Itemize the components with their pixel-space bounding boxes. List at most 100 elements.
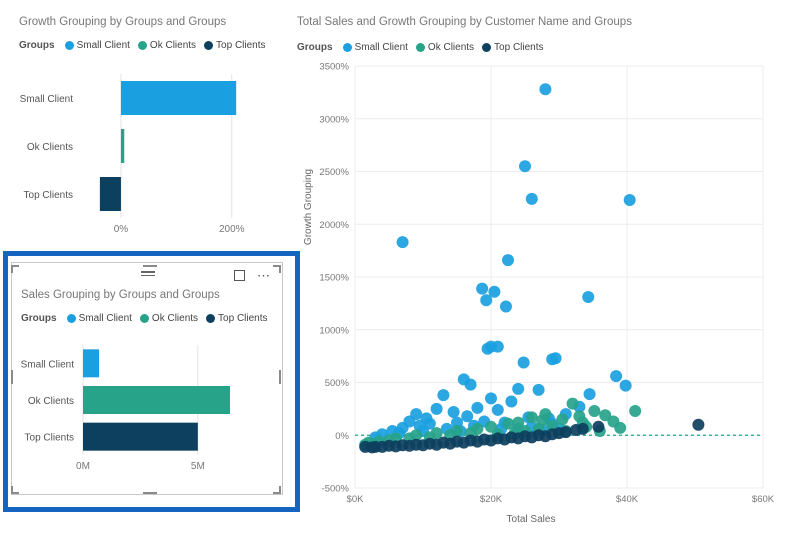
- point-small-client: [488, 285, 501, 298]
- point-small-client: [546, 353, 559, 366]
- resize-handle-corner-br-v[interactable]: [279, 486, 281, 494]
- x-tick-label: $40K: [616, 494, 639, 505]
- legend-item-small[interactable]: Small Client: [342, 42, 408, 53]
- resize-handle-corner-tr[interactable]: [273, 265, 281, 267]
- resize-handle-corner-tl-v[interactable]: [11, 265, 13, 273]
- resize-handle-right[interactable]: [279, 370, 281, 384]
- legend-item-small[interactable]: Small Client: [64, 40, 130, 51]
- legend-dot: [204, 41, 214, 50]
- point-ok-clients: [599, 409, 612, 422]
- sales-bar-chart[interactable]: 0M 5M Small Client Ok Clients Top Clients: [12, 335, 277, 490]
- resize-handle-corner-bl[interactable]: [11, 492, 19, 494]
- point-small-client: [532, 383, 545, 396]
- point-small-client: [437, 389, 450, 402]
- y-tick-label: 0%: [335, 431, 349, 442]
- legend-dot: [137, 41, 147, 50]
- bar-ok-clients: [83, 386, 230, 414]
- point-top-clients: [376, 440, 389, 453]
- point-small-client: [499, 300, 512, 313]
- legend-item-top[interactable]: Top Clients: [206, 313, 268, 324]
- resize-handle-corner-tr-v[interactable]: [279, 265, 281, 273]
- point-small-client: [619, 379, 632, 392]
- growth-chart-title: Growth Grouping by Groups and Groups: [19, 16, 227, 28]
- x-tick-label: 0M: [76, 461, 90, 472]
- point-ok-clients: [536, 414, 548, 427]
- category-label: Small Client: [21, 359, 75, 370]
- bar-small-client: [83, 349, 100, 378]
- focus-selection-frame: [3, 251, 300, 512]
- legend-item-ok[interactable]: Ok Clients: [415, 42, 474, 53]
- point-small-client: [471, 401, 484, 414]
- bar-ok-clients: [120, 129, 125, 163]
- category-label: Ok Clients: [27, 142, 73, 153]
- scatter-chart-legend: Groups Small Client Ok Clients Top Clien…: [297, 42, 552, 53]
- point-top-clients: [457, 436, 470, 449]
- sales-chart-legend: Groups Small Client Ok Clients Top Clien…: [21, 313, 276, 324]
- legend-title: Groups: [297, 42, 333, 53]
- y-tick-label: 2500%: [319, 167, 349, 178]
- y-tick-label: 3000%: [319, 114, 349, 125]
- point-top-clients: [498, 433, 511, 446]
- resize-handle-corner-bl-v[interactable]: [11, 486, 13, 494]
- focus-mode-icon[interactable]: [234, 270, 245, 281]
- point-small-client: [623, 193, 636, 206]
- point-top-clients: [485, 434, 497, 447]
- point-top-clients: [403, 439, 416, 452]
- point-top-clients: [366, 441, 378, 454]
- point-small-client: [396, 236, 409, 249]
- point-small-client: [583, 388, 596, 401]
- legend-item-ok[interactable]: Ok Clients: [139, 313, 198, 324]
- point-small-client: [491, 403, 504, 416]
- point-small-client: [491, 340, 504, 353]
- legend-dot: [206, 314, 216, 323]
- point-small-client: [512, 382, 525, 395]
- y-tick-label: -500%: [322, 484, 350, 495]
- scatter-chart[interactable]: -500% 0% 500% 1000% 1500% 2000% 2500% 3000% 3500…: [295, 58, 795, 528]
- sales-chart-title: Sales Grouping by Groups and Groups: [21, 289, 220, 301]
- point-ok-clients: [614, 421, 627, 434]
- point-ok-clients: [525, 411, 538, 424]
- y-axis-title: Growth Grouping: [303, 169, 314, 245]
- sales-visual-container[interactable]: [11, 262, 283, 495]
- resize-handle-left[interactable]: [11, 370, 13, 384]
- point-small-client: [485, 392, 497, 405]
- resize-handle-bottom[interactable]: [143, 492, 157, 494]
- y-tick-label: 1000%: [319, 325, 349, 336]
- y-tick-label: 2000%: [319, 220, 349, 231]
- point-small-client: [519, 160, 531, 173]
- category-label: Top Clients: [25, 433, 74, 444]
- x-tick-label: 200%: [219, 224, 245, 235]
- more-options-icon[interactable]: ⋯: [257, 268, 271, 283]
- resize-handle-corner-tl[interactable]: [11, 265, 19, 267]
- legend-item-small[interactable]: Small Client: [66, 313, 132, 324]
- legend-dot: [415, 43, 425, 52]
- point-top-clients: [417, 439, 429, 452]
- category-label: Top Clients: [24, 190, 73, 201]
- x-tick-label: $60K: [752, 494, 775, 505]
- legend-title: Groups: [19, 40, 55, 51]
- point-small-client: [502, 254, 514, 267]
- category-label: Small Client: [20, 94, 74, 105]
- resize-handle-corner-br[interactable]: [273, 492, 281, 494]
- legend-item-top[interactable]: Top Clients: [204, 40, 266, 51]
- point-top-clients: [471, 435, 484, 448]
- point-small-client: [430, 402, 443, 415]
- resize-handle-top[interactable]: [143, 265, 157, 267]
- point-ok-clients: [629, 404, 642, 417]
- point-small-client: [461, 410, 474, 423]
- point-ok-clients: [512, 416, 525, 429]
- legend-item-top[interactable]: Top Clients: [482, 42, 544, 53]
- legend-item-ok[interactable]: Ok Clients: [137, 40, 196, 51]
- point-small-client: [582, 291, 595, 304]
- growth-bar-chart[interactable]: 0% 200% Small Client Ok Clients Top Clients: [10, 60, 280, 245]
- point-small-client: [476, 282, 489, 295]
- point-ok-clients: [556, 413, 569, 426]
- point-small-client: [505, 395, 518, 408]
- drag-grip-icon[interactable]: [141, 271, 155, 279]
- point-ok-clients: [502, 417, 514, 430]
- point-top-clients: [430, 438, 443, 451]
- y-tick-label: 1500%: [319, 273, 349, 284]
- point-small-client: [403, 415, 416, 428]
- legend-title: Groups: [21, 313, 57, 324]
- legend-dot: [64, 41, 74, 50]
